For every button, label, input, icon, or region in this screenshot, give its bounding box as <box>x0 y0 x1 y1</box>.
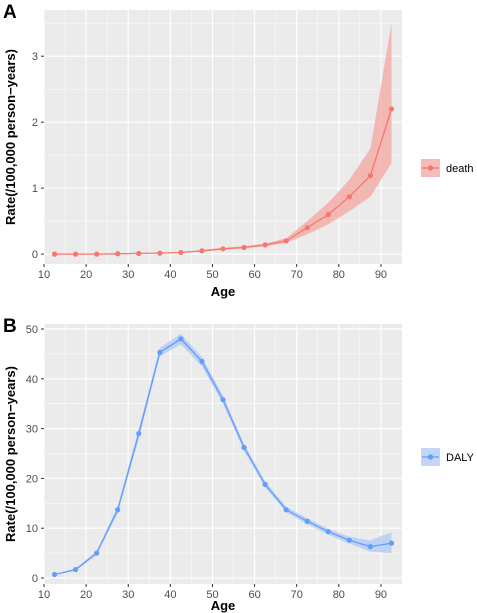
data-point <box>51 251 58 257</box>
data-point <box>388 106 395 112</box>
x-axis-title: Age <box>211 284 236 299</box>
y-tick-label: 50 <box>26 324 38 336</box>
x-tick-label: 60 <box>248 269 260 281</box>
panel-b-letter: B <box>3 316 17 337</box>
data-point <box>72 566 79 573</box>
data-point <box>304 225 310 231</box>
data-point <box>51 571 58 578</box>
y-tick-label: 10 <box>26 523 38 535</box>
data-point <box>199 358 205 364</box>
data-point <box>283 238 289 244</box>
x-tick-label: 10 <box>38 269 50 281</box>
data-point <box>241 244 247 251</box>
data-point <box>325 529 331 535</box>
x-tick-label: 60 <box>248 589 260 601</box>
data-point <box>325 211 331 218</box>
y-tick-label: 2 <box>32 117 38 129</box>
plot-background <box>44 324 402 584</box>
y-tick-label: 1 <box>32 183 38 195</box>
data-point <box>220 246 226 252</box>
data-point <box>115 251 121 257</box>
y-tick-label: 3 <box>32 51 38 63</box>
y-tick-label: 0 <box>32 573 38 585</box>
x-tick-label: 70 <box>291 589 303 601</box>
x-tick-label: 70 <box>291 269 303 281</box>
data-point <box>367 544 374 550</box>
data-point <box>94 251 100 257</box>
x-axis-title: Age <box>211 598 236 613</box>
data-point <box>157 250 163 256</box>
y-tick-label: 20 <box>26 473 38 485</box>
data-point <box>136 250 142 257</box>
x-tick-label: 90 <box>375 589 387 601</box>
plot-background <box>44 10 402 264</box>
x-tick-label: 30 <box>122 269 134 281</box>
x-tick-label: 40 <box>164 269 176 281</box>
x-tick-label: 50 <box>206 269 218 281</box>
y-axis-title: Rate(/100,000 person−years) <box>3 49 18 225</box>
data-point <box>346 537 352 543</box>
x-tick-label: 90 <box>375 269 387 281</box>
panel-a-letter: A <box>3 2 17 23</box>
data-point <box>94 550 100 556</box>
data-point <box>136 430 142 437</box>
x-tick-label: 50 <box>206 589 218 601</box>
y-tick-label: 40 <box>26 374 38 386</box>
x-tick-label: 30 <box>122 589 134 601</box>
x-tick-label: 10 <box>38 589 50 601</box>
y-tick-label: 0 <box>32 249 38 261</box>
data-point <box>262 481 268 487</box>
data-point <box>262 242 268 248</box>
legend-label: death <box>446 163 474 175</box>
y-tick-label: 30 <box>26 424 38 436</box>
x-tick-label: 20 <box>80 269 92 281</box>
data-point <box>178 249 184 256</box>
data-point <box>72 251 79 257</box>
legend-key-point <box>427 165 434 171</box>
data-point <box>220 397 226 403</box>
data-point <box>283 507 289 513</box>
data-point <box>157 349 163 355</box>
data-point <box>115 507 121 513</box>
data-point <box>241 444 247 451</box>
panel-a-chart: 10 20 30 40 50 60 70 80 90 0 1 2 3 Age Rate(/100,000 p… <box>3 10 474 299</box>
x-tick-label: 80 <box>333 269 345 281</box>
data-point <box>199 248 205 254</box>
data-point <box>388 540 395 546</box>
data-point <box>346 194 352 200</box>
legend-key-point <box>427 454 434 460</box>
x-tick-label: 80 <box>333 589 345 601</box>
x-tick-label: 20 <box>80 589 92 601</box>
panel-b-chart: 10 20 30 40 50 60 70 80 9001020304050AgeRate(/10… <box>3 324 475 613</box>
data-point <box>178 336 184 342</box>
data-point <box>304 518 310 524</box>
data-point <box>367 172 374 179</box>
x-tick-label: 40 <box>164 589 176 601</box>
legend-label: DALY <box>446 452 475 464</box>
y-axis-title: Rate(/100,000 person−years) <box>3 366 18 542</box>
